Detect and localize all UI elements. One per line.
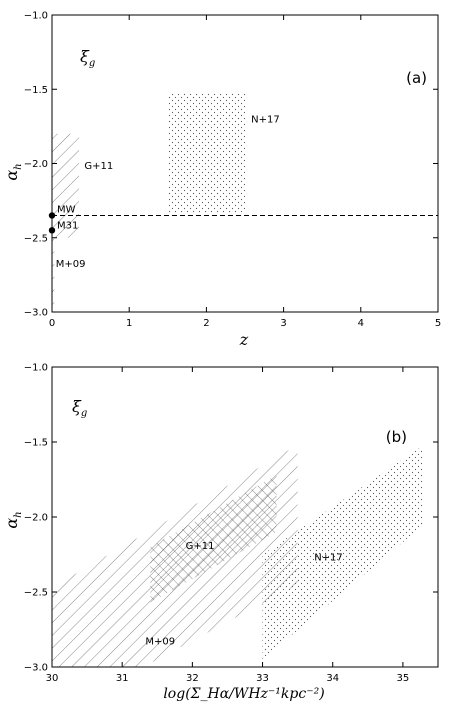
y-tick-label: −1.5 xyxy=(24,438,48,449)
x-tick-label: 33 xyxy=(256,673,269,684)
panel-a-xi-label: ξg xyxy=(80,47,95,69)
panel-a-y-axis-label: αh xyxy=(2,163,24,180)
panel-b-x-ticks: 30 31 32 33 34 35 xyxy=(46,367,410,684)
region-label-m09: M+09 xyxy=(56,259,86,270)
region-g11 xyxy=(150,475,277,603)
x-tick-label: 4 xyxy=(358,318,364,329)
y-tick-label: −1.0 xyxy=(24,11,48,22)
x-tick-label: 30 xyxy=(46,673,59,684)
panel-b-regions xyxy=(52,445,424,667)
panel-b-y-ticks: −1.0 −1.5 −2.0 −2.5 −3.0 xyxy=(24,363,438,674)
panel-b-xi-label: ξg xyxy=(72,397,87,419)
y-tick-label: −2.0 xyxy=(24,159,48,170)
x-tick-label: 31 xyxy=(116,673,129,684)
x-tick-label: 35 xyxy=(397,673,410,684)
point-label-mw: MW xyxy=(57,204,76,215)
region-n17 xyxy=(167,92,245,213)
y-tick-label: −2.0 xyxy=(24,513,48,524)
panel-b: 30 31 32 33 34 35 −1.0 −1.5 −2.0 −2.5 −3.0 M+09 G+… xyxy=(2,363,439,702)
panel-b-region-labels: M+09 G+11 N+17 xyxy=(145,541,342,647)
region-m09 xyxy=(52,230,55,312)
region-n17 xyxy=(262,445,424,660)
panel-a-x-axis-label: z xyxy=(239,330,249,349)
panel-a-y-ticks: −1.0 −1.5 −2.0 −2.5 −3.0 xyxy=(24,11,438,319)
panel-b-tag: (b) xyxy=(386,428,407,446)
panel-a-regions xyxy=(52,92,245,312)
region-label-g11: G+11 xyxy=(186,541,215,552)
y-tick-label: −2.5 xyxy=(24,588,48,599)
x-tick-label: 2 xyxy=(203,318,209,329)
region-g11 xyxy=(52,133,80,238)
x-tick-label: 0 xyxy=(49,318,55,329)
panel-a-region-labels: G+11 N+17 M+09 xyxy=(56,115,280,270)
x-tick-label: 32 xyxy=(186,673,199,684)
panel-b-y-axis-label: αh xyxy=(2,511,24,528)
region-label-n17: N+17 xyxy=(251,115,280,126)
region-label-m09: M+09 xyxy=(145,636,175,647)
y-tick-label: −3.0 xyxy=(24,308,48,319)
x-tick-label: 34 xyxy=(326,673,339,684)
x-tick-label: 3 xyxy=(280,318,286,329)
x-tick-label: 5 xyxy=(435,318,441,329)
y-tick-label: −1.5 xyxy=(24,85,48,96)
y-tick-label: −2.5 xyxy=(24,233,48,244)
panel-b-x-axis-label: log(Σ_Hα/WHz⁻¹kpc⁻²) xyxy=(163,686,324,702)
panel-a-tag: (a) xyxy=(406,69,427,87)
region-label-g11: G+11 xyxy=(84,161,113,172)
y-tick-label: −3.0 xyxy=(24,663,48,674)
point-label-m31: M31 xyxy=(57,220,78,231)
panel-a-x-ticks: 0 1 2 3 4 5 xyxy=(49,15,441,329)
y-tick-label: −1.0 xyxy=(24,363,48,374)
x-tick-label: 1 xyxy=(126,318,132,329)
panel-a: MW M31 0 1 2 3 4 5 −1.0 −1.5 −2.0 −2.5 −3.0 G+11 N+… xyxy=(2,11,441,350)
region-label-n17: N+17 xyxy=(314,553,343,564)
